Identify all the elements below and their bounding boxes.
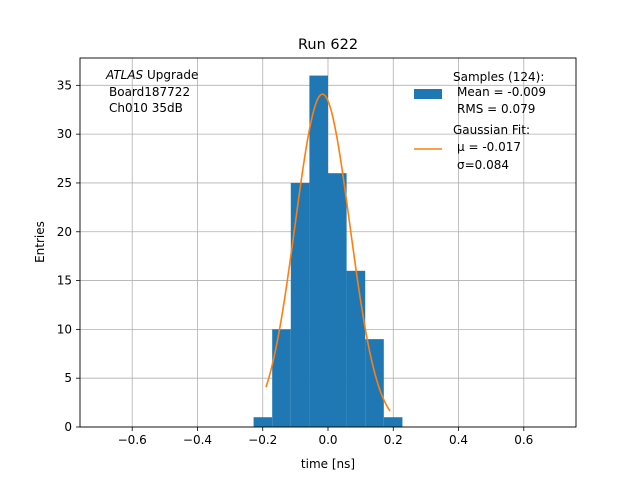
y-tick-label: 25 [57,176,72,190]
x-axis-ticks: −0.6 −0.4 −0.2 0.0 0.2 0.4 0.6 [118,427,533,447]
x-tick-label: 0.4 [449,433,468,447]
legend-fit-title: Gaussian Fit: [453,123,530,137]
histogram-bar [328,173,347,427]
x-tick-label: −0.4 [183,433,212,447]
histogram-bar [365,339,384,427]
annotation-board: Board187722 [109,85,190,99]
legend: Samples (124): Mean = -0.009 RMS = 0.079… [414,70,546,172]
histogram-bar [346,270,366,427]
y-tick-label: 35 [57,78,72,92]
histogram-bar [272,329,291,427]
histogram-bars [253,75,403,428]
histogram-bar [383,417,403,427]
histogram-bar [309,75,328,428]
legend-histogram-patch [414,89,442,99]
annotation-upgrade: Upgrade [147,68,198,82]
x-tick-label: 0.0 [318,433,337,447]
y-tick-label: 5 [64,371,72,385]
legend-rms: RMS = 0.079 [457,102,535,116]
legend-mean: Mean = -0.009 [457,85,546,99]
x-axis-label: time [ns] [301,457,355,471]
gaussian-fit-curve [265,93,391,412]
annotation-experiment: ATLAS [105,68,144,82]
histogram-bar [290,182,310,427]
histogram-bar [253,417,273,427]
annotation-line-1: ATLAS Upgrade [105,68,198,82]
legend-sigma: σ=0.084 [457,158,509,172]
atlas-annotation: ATLAS Upgrade Board187722 Ch010 35dB [105,68,198,115]
y-tick-label: 10 [57,322,72,336]
x-tick-label: 0.6 [514,433,533,447]
x-tick-label: −0.2 [248,433,277,447]
chart-title: Run 622 [298,37,358,53]
legend-samples-title: Samples (124): [453,70,544,84]
y-tick-label: 15 [57,274,72,288]
x-tick-label: 0.2 [384,433,403,447]
y-tick-label: 20 [57,225,72,239]
y-tick-label: 0 [64,420,72,434]
legend-mu: μ = -0.017 [457,140,521,154]
y-axis-ticks: 0 5 10 15 20 25 30 35 [57,78,80,434]
annotation-channel: Ch010 35dB [109,101,183,115]
x-tick-label: −0.6 [118,433,147,447]
y-tick-label: 30 [57,127,72,141]
y-axis-label: Entries [33,221,47,263]
